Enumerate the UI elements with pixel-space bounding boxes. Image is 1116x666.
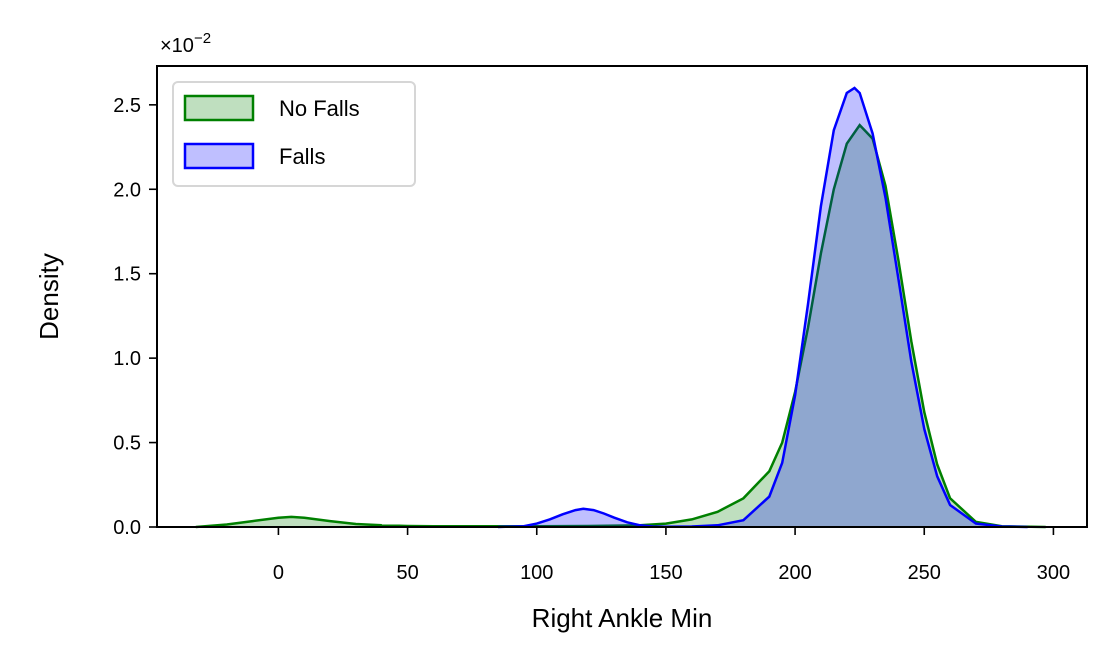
y-tick-label: 1.0 bbox=[113, 348, 141, 370]
series-fill-falls bbox=[498, 88, 1028, 527]
y-tick-label: 1.5 bbox=[113, 264, 141, 286]
legend-label-no-falls: No Falls bbox=[279, 96, 360, 121]
legend-swatch-no-falls bbox=[183, 94, 255, 122]
x-tick-label: 300 bbox=[1037, 562, 1070, 584]
x-tick-label: 250 bbox=[908, 562, 941, 584]
x-tick-label: 100 bbox=[520, 562, 553, 584]
x-tick-label: 50 bbox=[396, 562, 418, 584]
y-axis-label: Density bbox=[34, 253, 64, 340]
x-axis-label: Right Ankle Min bbox=[532, 603, 713, 633]
series-line-no-falls bbox=[195, 123, 1046, 529]
plot-area bbox=[195, 86, 1046, 529]
legend-swatch-falls bbox=[183, 142, 255, 170]
series-fill-no-falls bbox=[195, 125, 1046, 527]
y-tick-label: 0.5 bbox=[113, 433, 141, 455]
x-axis: 0 50 100 150 200 250 300 bbox=[273, 527, 1070, 584]
series-line-falls bbox=[497, 86, 1028, 529]
legend-box bbox=[172, 81, 416, 187]
y-axis: 0.0 0.5 1.0 1.5 2.0 2.5 bbox=[113, 95, 157, 539]
y-tick-label: 2.5 bbox=[113, 95, 141, 117]
y-tick-label: 2.0 bbox=[113, 179, 141, 201]
x-tick-label: 150 bbox=[649, 562, 682, 584]
y-tick-label: 0.0 bbox=[113, 517, 141, 539]
x-tick-label: 200 bbox=[778, 562, 811, 584]
legend: No Falls Falls bbox=[172, 81, 416, 187]
y-axis-multiplier: ×10−2 bbox=[160, 30, 211, 57]
x-tick-label: 0 bbox=[273, 562, 284, 584]
legend-label-falls: Falls bbox=[279, 144, 325, 169]
axes-frame bbox=[156, 65, 1088, 528]
